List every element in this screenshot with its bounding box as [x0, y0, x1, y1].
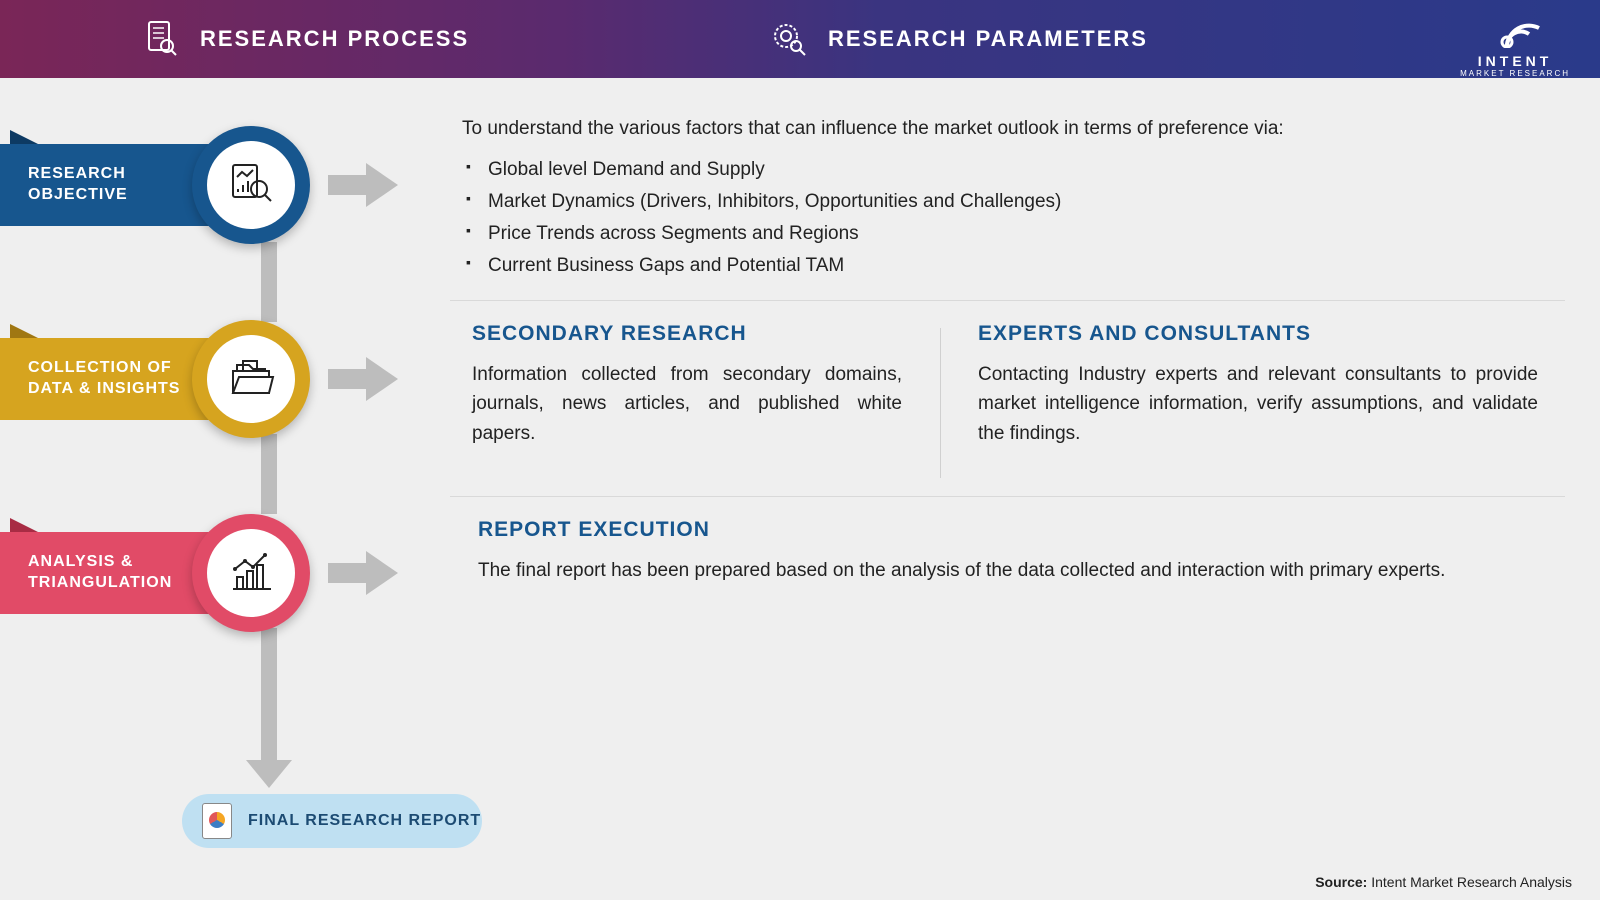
bullet-2: Market Dynamics (Drivers, Inhibitors, Op… — [462, 186, 1560, 218]
step2-col2-body: Contacting Industry experts and relevant… — [978, 360, 1538, 448]
content-2a: SECONDARY RESEARCH Information collected… — [472, 322, 902, 448]
vdivider-1 — [940, 328, 941, 478]
step-row-3: ANALYSIS & TRIANGULATION — [0, 514, 398, 632]
final-report-pill: FINAL RESEARCH REPORT — [182, 794, 482, 848]
divider-1 — [450, 300, 1565, 301]
ribbon-label-2: COLLECTION OF DATA & INSIGHTS — [0, 338, 210, 420]
circle-1 — [192, 126, 310, 244]
connector-3 — [261, 628, 277, 728]
step-row-1: RESEARCH OBJECTIVE — [0, 126, 398, 244]
step1-lead: To understand the various factors that c… — [462, 118, 1560, 140]
circle-3 — [192, 514, 310, 632]
content-3: REPORT EXECUTION The final report has be… — [478, 518, 1540, 585]
final-report-label: FINAL RESEARCH REPORT — [248, 812, 481, 830]
source-label: Source: — [1315, 874, 1367, 890]
header-left: RESEARCH PROCESS — [0, 18, 768, 60]
folder-icon — [225, 353, 277, 405]
wifi-arc-icon — [1487, 8, 1543, 48]
step3-body: The final report has been prepared based… — [478, 556, 1540, 585]
ribbon-3: ANALYSIS & TRIANGULATION — [0, 528, 210, 618]
step2-col1-body: Information collected from secondary dom… — [472, 360, 902, 448]
document-icon — [140, 18, 182, 60]
step-row-2: COLLECTION OF DATA & INSIGHTS — [0, 320, 398, 438]
bullet-1: Global level Demand and Supply — [462, 154, 1560, 186]
bullet-3: Price Trends across Segments and Regions — [462, 218, 1560, 250]
divider-2 — [450, 496, 1565, 497]
bullet-4: Current Business Gaps and Potential TAM — [462, 250, 1560, 282]
arrow-right-3 — [328, 549, 398, 597]
report-doc-icon — [202, 803, 232, 839]
ribbon-label-1: RESEARCH OBJECTIVE — [0, 144, 210, 226]
ribbon-fold-2 — [10, 320, 38, 338]
content-2b: EXPERTS AND CONSULTANTS Contacting Indus… — [978, 322, 1538, 448]
content-1: To understand the various factors that c… — [462, 118, 1560, 282]
logo-sub: MARKET RESEARCH — [1460, 69, 1570, 78]
arrow-right-1 — [328, 161, 398, 209]
ribbon-fold-3 — [10, 514, 38, 532]
doc-magnify-icon — [225, 159, 277, 211]
step1-bullets: Global level Demand and Supply Market Dy… — [462, 154, 1560, 282]
arrow-down-icon — [244, 728, 294, 788]
ribbon-2: COLLECTION OF DATA & INSIGHTS — [0, 334, 210, 424]
header-bar: RESEARCH PROCESS RESEARCH PARAMETERS INT… — [0, 0, 1600, 78]
source-value: Intent Market Research Analysis — [1371, 874, 1572, 890]
circle-2 — [192, 320, 310, 438]
chart-icon — [225, 547, 277, 599]
step2-col1-title: SECONDARY RESEARCH — [472, 322, 902, 346]
header-right-title: RESEARCH PARAMETERS — [828, 26, 1148, 52]
header-left-title: RESEARCH PROCESS — [200, 26, 469, 52]
source-line: Source: Intent Market Research Analysis — [1315, 874, 1572, 890]
step2-col2-title: EXPERTS AND CONSULTANTS — [978, 322, 1538, 346]
arrow-right-2 — [328, 355, 398, 403]
ribbon-1: RESEARCH OBJECTIVE — [0, 140, 210, 230]
gear-search-icon — [768, 18, 810, 60]
ribbon-label-3: ANALYSIS & TRIANGULATION — [0, 532, 210, 614]
connector-1 — [261, 242, 277, 322]
step3-title: REPORT EXECUTION — [478, 518, 1540, 542]
brand-logo: INTENT MARKET RESEARCH — [1460, 8, 1570, 78]
connector-2 — [261, 434, 277, 514]
ribbon-fold-1 — [10, 126, 38, 144]
main-area: RESEARCH OBJECTIVE — [0, 78, 1600, 900]
logo-name: INTENT — [1460, 53, 1570, 69]
